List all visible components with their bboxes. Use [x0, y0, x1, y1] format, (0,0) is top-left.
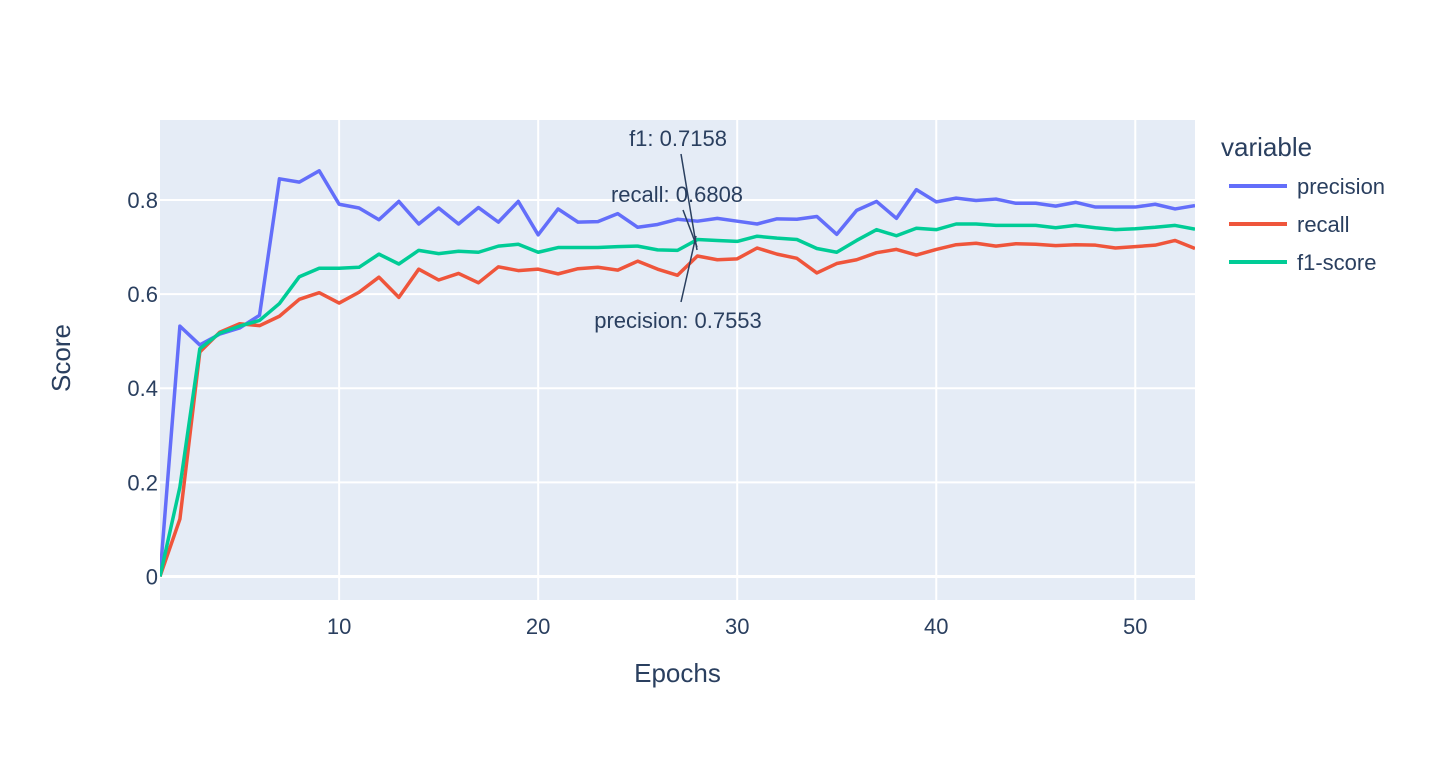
series-line-precision — [160, 169, 1195, 577]
y-axis-title: Score — [46, 324, 76, 392]
y-tick-label: 0.6 — [127, 282, 158, 307]
legend-label: recall — [1297, 212, 1350, 237]
legend[interactable]: variable precision recall f1-score — [1221, 132, 1385, 275]
annotation-arrow — [680, 235, 697, 303]
legend-items[interactable]: precision recall f1-score — [1229, 174, 1385, 275]
series-line-recall — [160, 238, 1195, 578]
annotation-label: recall: 0.6808 — [611, 182, 743, 207]
y-tick-label: 0.8 — [127, 188, 158, 213]
series-line-f1-score — [160, 222, 1195, 577]
x-tick-label: 20 — [526, 614, 550, 639]
annotation-arrow — [680, 153, 698, 251]
annotations: f1: 0.7158 recall: 0.6808 precision: 0.755… — [594, 126, 762, 333]
x-tick-label: 10 — [327, 614, 351, 639]
legend-item-precision[interactable]: precision — [1229, 174, 1385, 199]
y-tick-label: 0 — [146, 564, 158, 589]
legend-item-f1-score[interactable]: f1-score — [1229, 250, 1376, 275]
x-axis-title: Epochs — [634, 658, 721, 688]
y-tick-label: 0.2 — [127, 470, 158, 495]
legend-label: precision — [1297, 174, 1385, 199]
legend-item-recall[interactable]: recall — [1229, 212, 1350, 237]
x-tick-label: 50 — [1123, 614, 1147, 639]
gridlines — [160, 120, 1195, 600]
annotation-label: precision: 0.7553 — [594, 308, 762, 333]
y-tick-label: 0.4 — [127, 376, 158, 401]
series-lines — [160, 169, 1195, 578]
x-tick-label: 30 — [725, 614, 749, 639]
legend-label: f1-score — [1297, 250, 1376, 275]
axis-ticks: 10 20 30 40 50 0 0.2 0.4 0.6 0.8 — [127, 188, 1147, 639]
legend-title: variable — [1221, 132, 1312, 162]
x-tick-label: 40 — [924, 614, 948, 639]
annotation-label: f1: 0.7158 — [629, 126, 727, 151]
